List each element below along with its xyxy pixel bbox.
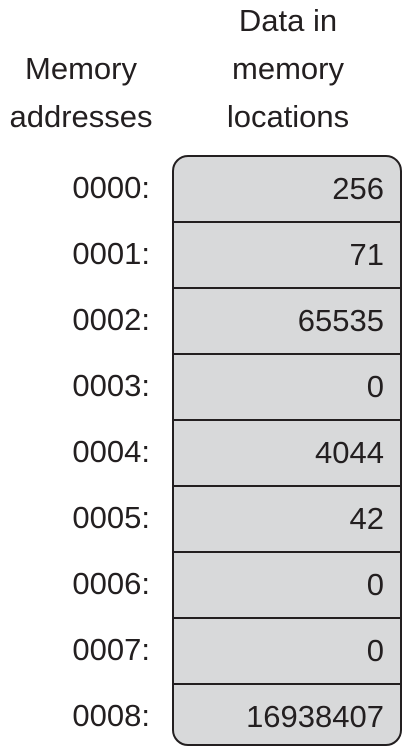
header-line: locations [226,99,350,134]
memory-address: 0000: [72,170,150,205]
memory-cell: 16938407 [246,699,384,734]
memory-address: 0008: [72,698,150,733]
memory-cell: 4044 [174,421,400,487]
data-in-memory-header: Data in memory locations [208,0,368,141]
memory-address: 0006: [72,566,150,601]
memory-address: 0007: [72,632,150,667]
memory-cell: 0 [174,553,400,619]
memory-cell: 42 [174,487,400,553]
memory-address: 0003: [72,368,150,403]
header-line: addresses [9,99,153,134]
header-line: Data in [238,3,338,38]
memory-addresses-header: Memory addresses [0,45,162,141]
memory-locations-column: 256 71 65535 0 4044 42 0 0 16938407 [172,155,402,746]
header-line: Memory [25,51,137,86]
memory-cell: 65535 [174,289,400,355]
memory-address: 0002: [72,302,150,337]
header-line: memory [232,51,344,86]
memory-cell: 0 [174,619,400,685]
memory-cell: 0 [174,355,400,421]
memory-cell: 256 [174,157,400,223]
address-column: 0000: 0001: 0002: 0003: 0004: 0005: 0006… [0,155,150,749]
memory-address: 0001: [72,236,150,271]
memory-address: 0005: [72,500,150,535]
memory-address: 0004: [72,434,150,469]
memory-cell: 71 [174,223,400,289]
